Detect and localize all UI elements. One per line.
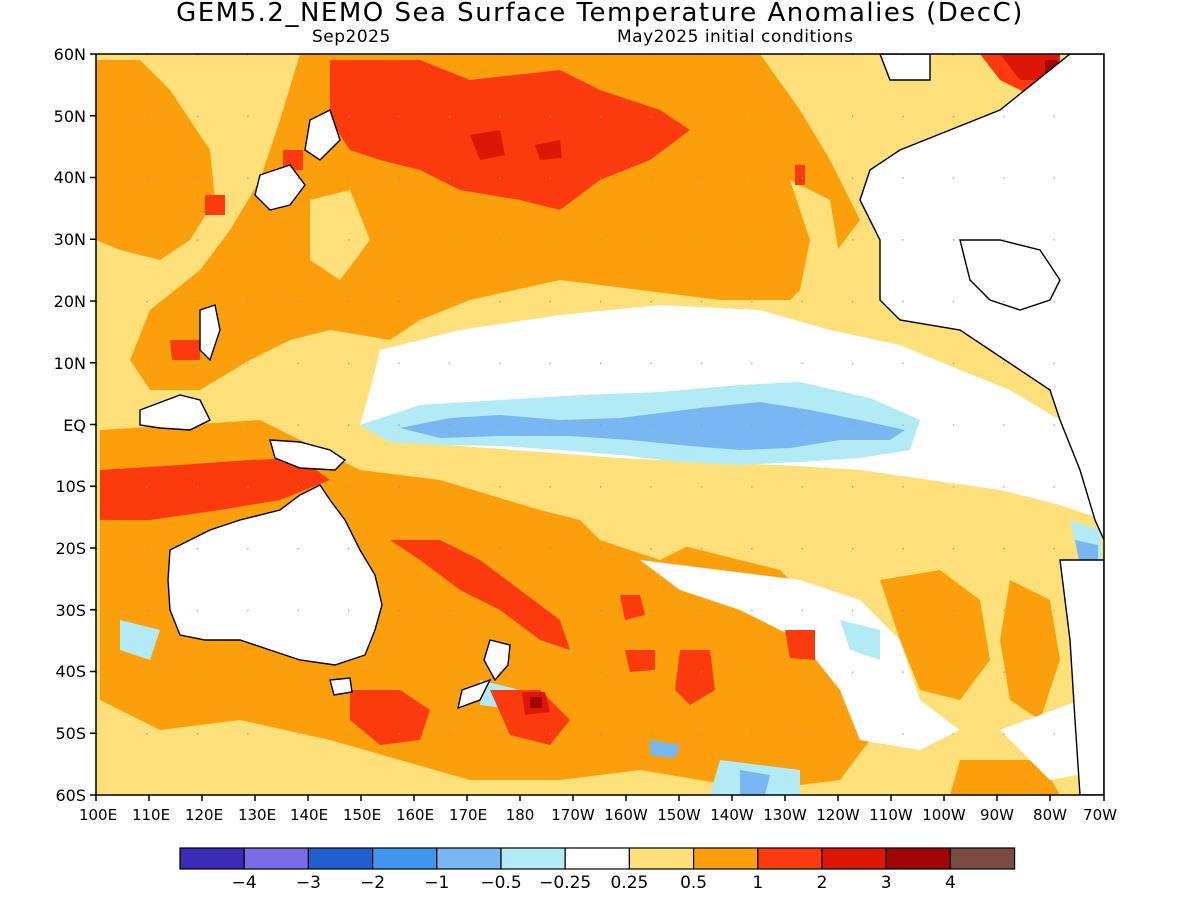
colorbar-label: 1 [752, 873, 763, 893]
lon-label: 100E [79, 806, 117, 824]
lat-label: 30N [54, 230, 86, 249]
colorbar-label: −4 [232, 873, 257, 893]
lat-label: 50S [55, 724, 86, 743]
lat-label: EQ [63, 416, 86, 435]
colorbar-swatch [500, 847, 566, 870]
lon-label: 110W [869, 806, 913, 824]
colorbar-swatch [179, 847, 245, 870]
colorbar-swatch [628, 847, 695, 870]
lat-label: 60N [54, 45, 86, 64]
colorbar-swatch [436, 847, 502, 870]
colorbar: −4 −3 −2 −1 −0.5 −0.25 0.25 0.5 1 2 3 4 [179, 847, 1016, 893]
lon-label: 140E [290, 806, 328, 824]
colorbar-label: 4 [945, 873, 956, 893]
colorbar-swatch [372, 847, 438, 870]
lat-label: 10N [54, 354, 86, 373]
lat-label: 20S [55, 539, 86, 558]
map-title: GEM5.2_NEMO Sea Surface Temperature Anom… [176, 0, 1024, 28]
colorbar-swatch [692, 847, 759, 870]
colorbar-label: −3 [296, 873, 321, 893]
lat-label: 40N [54, 168, 86, 187]
lon-label: 150E [343, 806, 381, 824]
lon-label: 130E [238, 806, 276, 824]
lat-label: 60S [55, 786, 86, 805]
lon-label: 110E [132, 806, 170, 824]
lat-label: 20N [54, 292, 86, 311]
colorbar-label: 0.5 [680, 873, 707, 893]
lon-label: 160W [604, 806, 648, 824]
colorbar-label: 0.25 [610, 873, 648, 893]
colorbar-label: −0.5 [480, 873, 521, 893]
init-conditions-label: May2025 initial conditions [617, 27, 854, 47]
colorbar-swatch [564, 847, 631, 870]
colorbar-swatch [949, 847, 1016, 870]
colorbar-label: 2 [817, 873, 828, 893]
anomaly-field [96, 54, 1104, 795]
lon-label: 180 [506, 806, 535, 824]
lon-label: 120E [185, 806, 223, 824]
lon-label: 90W [980, 806, 1014, 824]
lon-label: 160E [396, 806, 434, 824]
lon-label: 80W [1033, 806, 1067, 824]
lon-label: 120W [816, 806, 860, 824]
colorbar-swatch [243, 847, 309, 870]
colorbar-swatch [757, 847, 823, 870]
colorbar-swatch [307, 847, 374, 870]
lon-label: 70W [1083, 806, 1117, 824]
lon-label: 150W [657, 806, 701, 824]
colorbar-swatch [885, 847, 952, 870]
lon-label: 130W [763, 806, 807, 824]
lon-label: 140W [710, 806, 754, 824]
colorbar-label: −0.25 [539, 873, 591, 893]
lat-label: 50N [54, 107, 86, 126]
lat-label: 40S [55, 662, 86, 681]
colorbar-label: −2 [360, 873, 385, 893]
lon-label: 170E [449, 806, 487, 824]
colorbar-swatch [821, 847, 887, 870]
lat-label: 10S [55, 477, 86, 496]
lon-label: 100W [922, 806, 966, 824]
valid-month-label: Sep2025 [312, 27, 391, 47]
colorbar-label: 3 [881, 873, 892, 893]
lat-label: 30S [55, 601, 86, 620]
lon-label: 170W [551, 806, 595, 824]
colorbar-label: −1 [424, 873, 449, 893]
